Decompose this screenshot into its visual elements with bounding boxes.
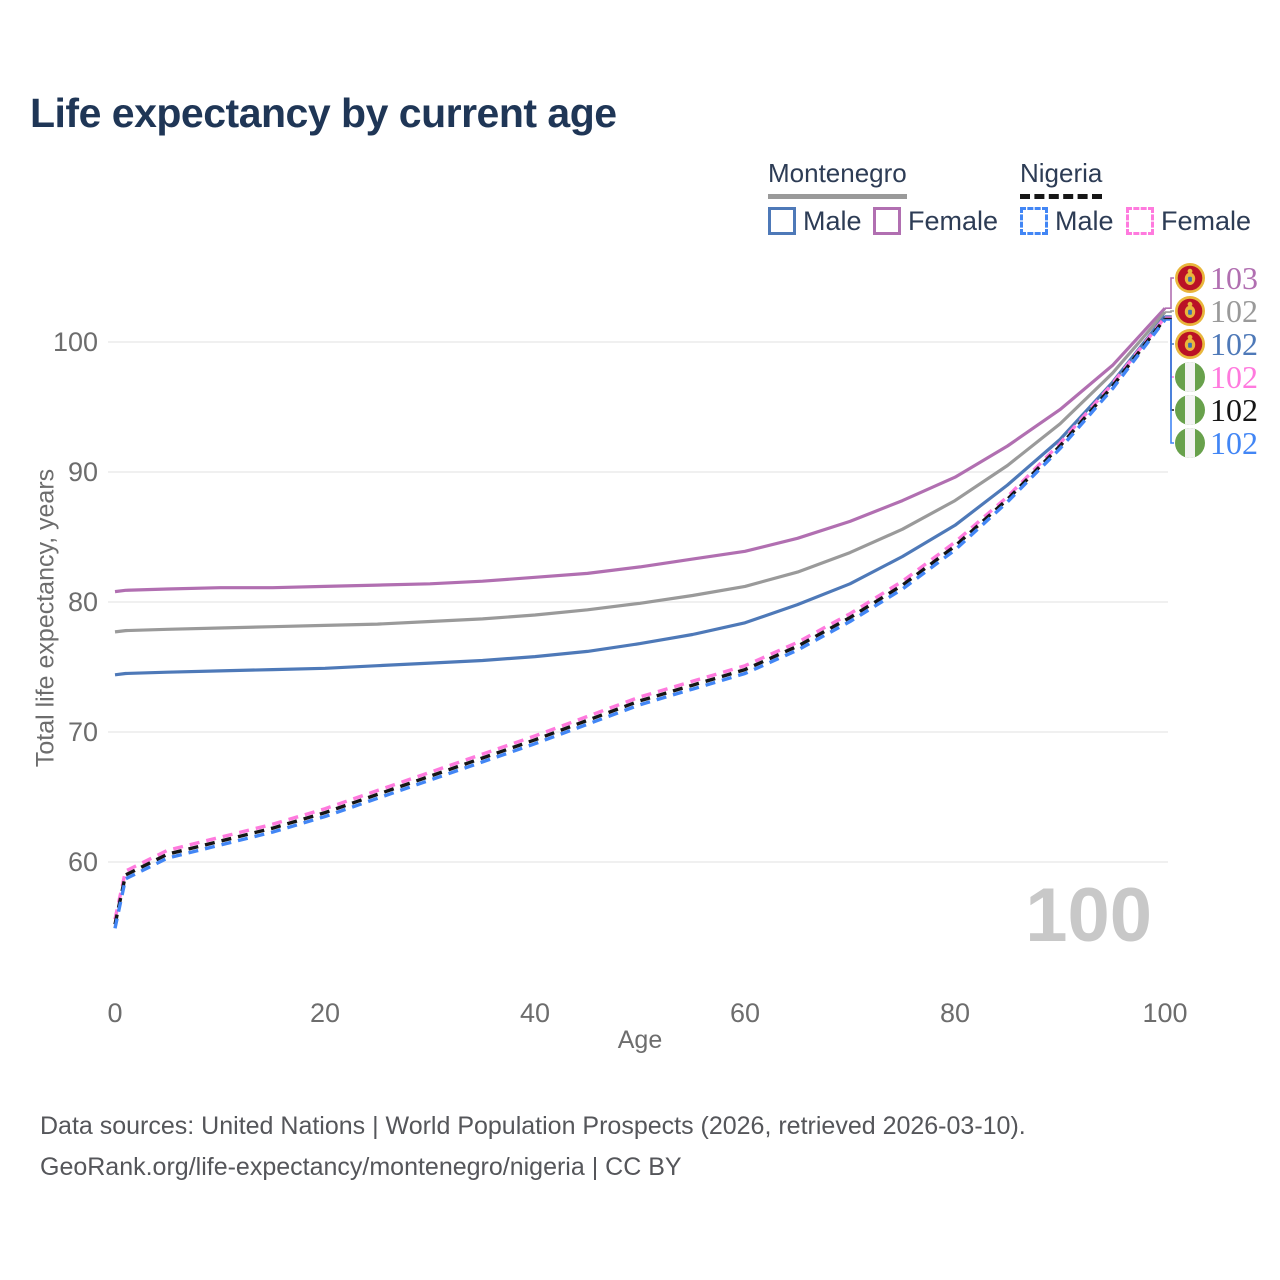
x-tick-80: 80 [940,998,970,1028]
y-tick-60: 60 [68,847,98,877]
legend-item-montenegro-male[interactable]: Male [768,206,862,236]
age-watermark: 100 [1025,873,1152,958]
legend-item-montenegro-female[interactable]: Female [873,206,998,236]
series-line-nigeria-female [113,316,1167,920]
y-tick-90: 90 [68,457,98,487]
nigeria-flag-icon [1175,395,1205,425]
leader-line [1165,317,1174,411]
x-axis-title: Age [617,1026,663,1054]
checkbox-icon[interactable] [768,207,796,235]
footer: Data sources: United Nations | World Pop… [40,1106,1026,1188]
end-value-label-montenegro-male: 102 [1210,326,1258,362]
series-line-nigeria-male [113,318,1167,929]
series-line-montenegro-male [114,315,1167,677]
data-sources-text: Data sources: United Nations | World Pop… [40,1112,1026,1140]
legend-item-nigeria-female[interactable]: Female [1126,206,1251,236]
legend-group-nigeria: Nigeria [1020,158,1103,199]
attribution-text: GeoRank.org/life-expectancy/montenegro/n… [40,1153,682,1181]
legend-label: Female [908,205,999,236]
legend-group-montenegro: Montenegro [768,158,907,199]
y-tick-100: 100 [53,327,98,357]
series-line-nigeria-total [113,317,1167,925]
x-tick-20: 20 [310,998,340,1028]
x-tick-0: 0 [107,998,122,1028]
y-tick-70: 70 [68,717,98,747]
page-title: Life expectancy by current age [30,90,617,136]
end-value-label-nigeria-female: 102 [1210,359,1258,395]
checkbox-icon[interactable] [873,207,901,235]
series-line-montenegro-female [114,307,1167,594]
end-value-label-nigeria-male: 102 [1210,425,1258,461]
leader-line [1165,316,1174,378]
end-value-label-montenegro-total: 102 [1210,293,1258,329]
end-value-label-nigeria-total: 102 [1210,392,1258,428]
montenegro-flag-icon [1175,263,1205,293]
legend-item-nigeria-male[interactable]: Male [1020,206,1114,236]
y-axis-title: Total life expectancy, years [31,468,60,768]
y-tick-80: 80 [68,587,98,617]
legend-label: Female [1161,205,1252,236]
checkbox-icon[interactable] [1126,207,1154,235]
montenegro-flag-icon [1175,329,1205,359]
nigeria-flag-icon [1175,428,1205,458]
leader-line [1165,277,1174,309]
legend-label: Male [803,205,862,236]
series-line-montenegro-total [114,311,1167,634]
nigeria-flag-icon [1175,362,1205,392]
x-tick-40: 40 [520,998,550,1028]
leader-line [1165,319,1174,444]
montenegro-flag-icon [1175,296,1205,326]
legend-label: Male [1055,205,1114,236]
x-tick-60: 60 [730,998,760,1028]
x-tick-100: 100 [1142,998,1187,1028]
checkbox-icon[interactable] [1020,207,1048,235]
leader-line [1165,310,1174,313]
end-value-label-montenegro-female: 103 [1210,260,1258,296]
